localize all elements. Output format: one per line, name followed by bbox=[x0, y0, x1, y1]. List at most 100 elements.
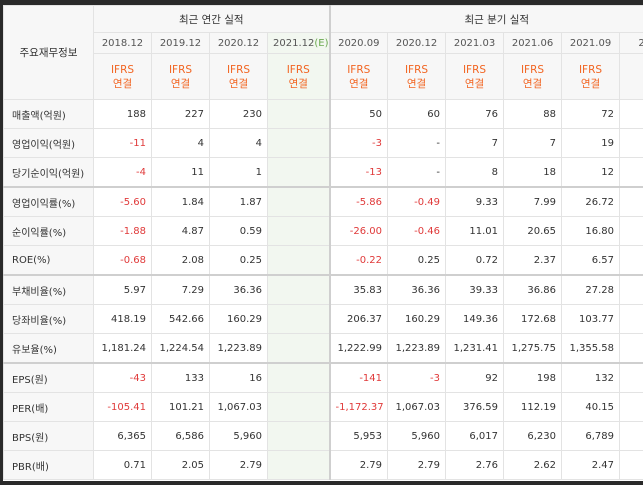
table-cell: -13 bbox=[328, 157, 389, 188]
table-row: 영업이익률(%) -5.60 1.84 1.87 -5.86 -0.49 9.33 7.99 2… bbox=[3, 186, 643, 217]
table-cell: 36.86 bbox=[503, 274, 563, 305]
ifrs-basis-header bbox=[619, 53, 643, 100]
table-cell: 133 bbox=[151, 362, 210, 393]
table-cell: -0.68 bbox=[93, 245, 152, 276]
table-cell bbox=[619, 216, 643, 246]
table-cell: -5.60 bbox=[93, 186, 152, 217]
table-cell: 11.01 bbox=[445, 216, 505, 246]
period-header: 2020.12 bbox=[209, 32, 268, 54]
table-cell: 1 bbox=[209, 157, 268, 188]
group-quarter: 최근 분기 실적 bbox=[328, 5, 643, 33]
table-cell: -26.00 bbox=[328, 216, 389, 246]
table-cell: 230 bbox=[209, 99, 268, 129]
period-header: 2019.12 bbox=[151, 32, 210, 54]
table-row: ROE(%) -0.68 2.08 0.25 -0.22 0.25 0.72 2.37 6.57 bbox=[3, 245, 643, 276]
table-cell: 4 bbox=[151, 128, 210, 158]
table-cell: 40.15 bbox=[561, 392, 621, 422]
period-header: 2020.09 bbox=[328, 32, 389, 54]
table-cell: - bbox=[387, 128, 447, 158]
table-cell: 188 bbox=[93, 99, 152, 129]
table-cell: 92 bbox=[445, 362, 505, 393]
table-cell: 206.37 bbox=[328, 304, 389, 334]
ifrs-basis-header: IFRS 연결 bbox=[503, 53, 563, 100]
table-cell: 418.19 bbox=[93, 304, 152, 334]
table-cell bbox=[266, 274, 331, 305]
table-cell: -105.41 bbox=[93, 392, 152, 422]
table-cell: 7 bbox=[445, 128, 505, 158]
table-cell: 6,586 bbox=[151, 421, 210, 451]
table-row: 당좌비율(%) 418.19 542.66 160.29 206.37 160.29 149… bbox=[3, 304, 643, 334]
row-label: PER(배) bbox=[3, 392, 94, 422]
table-row: PER(배) -105.41 101.21 1,067.03 -1,172.37 1,06… bbox=[3, 392, 643, 422]
table-row: 매출액(억원) 188 227 230 50 60 76 88 72 bbox=[3, 99, 643, 129]
table-cell: -4 bbox=[93, 157, 152, 188]
row-label: 매출액(억원) bbox=[3, 99, 94, 129]
table-cell: 0.72 bbox=[445, 245, 505, 276]
table-cell: 2.08 bbox=[151, 245, 210, 276]
row-label: 영업이익(억원) bbox=[3, 128, 94, 158]
table-cell: 0.25 bbox=[387, 245, 447, 276]
period-header: 2018.12 bbox=[93, 32, 152, 54]
table-cell: 72 bbox=[561, 99, 621, 129]
period-header: 2021.06 bbox=[503, 32, 563, 54]
table-cell: 76 bbox=[445, 99, 505, 129]
table-cell: -3 bbox=[328, 128, 389, 158]
table-cell: 1,181.24 bbox=[93, 333, 152, 364]
table-cell: 0.71 bbox=[93, 450, 152, 480]
table-cell: 19 bbox=[561, 128, 621, 158]
table-cell: 160.29 bbox=[387, 304, 447, 334]
table-cell: -43 bbox=[93, 362, 152, 393]
table-cell: 9.33 bbox=[445, 186, 505, 217]
table-cell bbox=[619, 186, 643, 217]
table-cell: 8 bbox=[445, 157, 505, 188]
row-label: 당기순이익(억원) bbox=[3, 157, 94, 188]
table-cell: 11 bbox=[151, 157, 210, 188]
table-cell bbox=[619, 421, 643, 451]
row-label: EPS(원) bbox=[3, 362, 94, 393]
table-cell: 101.21 bbox=[151, 392, 210, 422]
table-cell: 2.05 bbox=[151, 450, 210, 480]
table-cell: 5,953 bbox=[328, 421, 389, 451]
row-label: 순이익률(%) bbox=[3, 216, 94, 246]
table-cell: -1,172.37 bbox=[328, 392, 389, 422]
table-cell bbox=[619, 392, 643, 422]
table-cell: 1,067.03 bbox=[387, 392, 447, 422]
ifrs-basis-header: IFRS 연결 bbox=[209, 53, 268, 100]
table-cell: 6,365 bbox=[93, 421, 152, 451]
table-cell bbox=[619, 128, 643, 158]
table-cell bbox=[266, 450, 331, 480]
table-cell: -11 bbox=[93, 128, 152, 158]
row-label: 부채비율(%) bbox=[3, 274, 94, 305]
table-cell bbox=[266, 186, 331, 217]
financial-summary-panel: 주요재무정보 최근 연간 실적 최근 분기 실적 2018.12 2019.12… bbox=[3, 5, 643, 481]
table-cell: 1,222.99 bbox=[328, 333, 389, 364]
period-header: 2 bbox=[619, 32, 643, 54]
table-cell: -1.88 bbox=[93, 216, 152, 246]
row-label: 영업이익률(%) bbox=[3, 186, 94, 217]
table-cell bbox=[266, 304, 331, 334]
ifrs-basis-header: IFRS 연결 bbox=[328, 53, 389, 100]
table-cell: 7.99 bbox=[503, 186, 563, 217]
table-cell bbox=[266, 157, 331, 188]
table-cell: 2.79 bbox=[328, 450, 389, 480]
ifrs-basis-header: IFRS 연결 bbox=[387, 53, 447, 100]
table-cell: 35.83 bbox=[328, 274, 389, 305]
period-header: 2021.03 bbox=[445, 32, 505, 54]
table-row: BPS(원) 6,365 6,586 5,960 5,953 5,960 6,017 6,23… bbox=[3, 421, 643, 451]
table-cell bbox=[266, 216, 331, 246]
table-cell: 172.68 bbox=[503, 304, 563, 334]
table-cell: 2.62 bbox=[503, 450, 563, 480]
corner-label: 주요재무정보 bbox=[3, 5, 94, 100]
table-cell: 132 bbox=[561, 362, 621, 393]
period-header: 2020.12 bbox=[387, 32, 447, 54]
table-cell: 7 bbox=[503, 128, 563, 158]
table-cell: 6.57 bbox=[561, 245, 621, 276]
ifrs-basis-header: IFRS 연결 bbox=[266, 53, 331, 100]
table-cell: 16.80 bbox=[561, 216, 621, 246]
table-cell: -0.22 bbox=[328, 245, 389, 276]
table-cell: 149.36 bbox=[445, 304, 505, 334]
table-cell bbox=[266, 362, 331, 393]
table-cell: 1.84 bbox=[151, 186, 210, 217]
table-cell: 5,960 bbox=[387, 421, 447, 451]
table-cell: 5,960 bbox=[209, 421, 268, 451]
